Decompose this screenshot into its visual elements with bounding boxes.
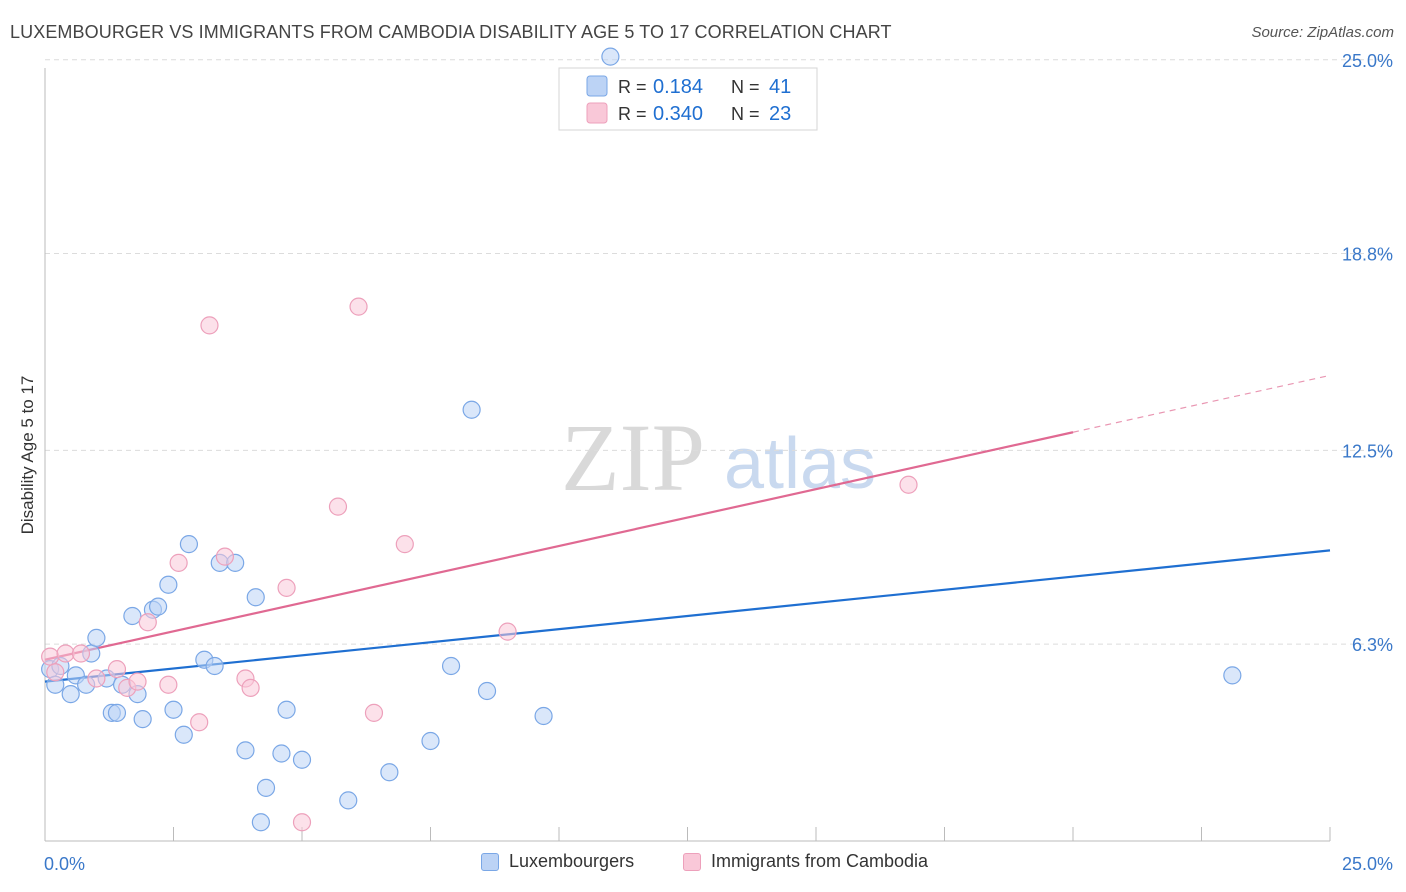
bottom-legend: Luxembourgers Immigrants from Cambodia bbox=[0, 851, 1406, 879]
trend-lines bbox=[44, 374, 1331, 683]
point-cambodia bbox=[899, 475, 918, 494]
legend-n-label: N = bbox=[731, 104, 760, 124]
point-cambodia bbox=[349, 297, 368, 316]
point-luxembourgers bbox=[87, 628, 106, 647]
legend-label-cambodia: Immigrants from Cambodia bbox=[711, 851, 929, 871]
point-cambodia bbox=[292, 813, 312, 832]
watermark: ZIP atlas bbox=[561, 404, 876, 511]
point-luxembourgers bbox=[61, 685, 80, 704]
point-cambodia bbox=[87, 669, 106, 688]
point-luxembourgers bbox=[421, 731, 440, 751]
y-tick-label: 6.3% bbox=[1352, 635, 1393, 655]
legend-n-value: 41 bbox=[769, 76, 791, 98]
point-luxembourgers bbox=[205, 656, 224, 676]
point-luxembourgers bbox=[441, 656, 461, 676]
point-cambodia bbox=[498, 622, 517, 641]
trend-line-cambodia bbox=[44, 431, 1074, 661]
point-cambodia bbox=[364, 703, 384, 722]
x-tick-label: 25.0% bbox=[1342, 854, 1393, 874]
trend-line-luxembourgers bbox=[44, 549, 1331, 683]
point-luxembourgers bbox=[236, 741, 255, 760]
point-luxembourgers bbox=[123, 606, 142, 626]
legend-swatch-cambodia bbox=[683, 852, 701, 871]
point-cambodia bbox=[277, 578, 296, 597]
point-luxembourgers bbox=[133, 710, 152, 729]
point-cambodia bbox=[128, 672, 147, 691]
point-cambodia bbox=[138, 613, 157, 632]
point-luxembourgers bbox=[159, 575, 178, 594]
point-luxembourgers bbox=[107, 703, 127, 722]
grid-lines bbox=[45, 59, 1395, 645]
point-luxembourgers bbox=[256, 778, 276, 797]
point-cambodia bbox=[328, 497, 348, 516]
y-tick-label: 12.5% bbox=[1342, 441, 1393, 461]
point-cambodia bbox=[107, 660, 127, 679]
point-luxembourgers bbox=[246, 588, 265, 607]
point-cambodia bbox=[395, 535, 414, 554]
legend-r-value: 0.340 bbox=[653, 103, 703, 125]
point-luxembourgers bbox=[534, 706, 553, 726]
point-luxembourgers bbox=[601, 47, 620, 66]
legend-r-label: R = bbox=[618, 77, 647, 97]
watermark-atlas: atlas bbox=[724, 424, 876, 504]
legend-swatch-luxembourgers bbox=[586, 75, 608, 97]
legend-box: R = 0.184 N = 41 R = 0.340 N = 23 bbox=[558, 67, 818, 131]
point-luxembourgers bbox=[277, 700, 296, 719]
point-luxembourgers bbox=[477, 681, 497, 701]
legend-item-cambodia: Immigrants from Cambodia bbox=[683, 851, 928, 872]
point-cambodia bbox=[56, 644, 75, 663]
point-cambodia bbox=[71, 644, 91, 663]
point-luxembourgers bbox=[164, 700, 183, 719]
point-cambodia bbox=[241, 678, 260, 697]
axes bbox=[44, 68, 1331, 842]
point-luxembourgers bbox=[462, 400, 481, 419]
legend-n-label: N = bbox=[731, 77, 760, 97]
y-tick-label: 25.0% bbox=[1342, 51, 1393, 71]
point-luxembourgers bbox=[179, 535, 199, 554]
point-cambodia bbox=[159, 675, 178, 694]
point-cambodia bbox=[200, 316, 219, 335]
point-luxembourgers bbox=[339, 791, 358, 810]
point-cambodia bbox=[41, 647, 60, 666]
data-points bbox=[41, 47, 1242, 832]
x-tick-label: 0.0% bbox=[44, 854, 85, 874]
watermark-zip: ZIP bbox=[561, 404, 705, 511]
point-luxembourgers bbox=[272, 744, 291, 763]
legend-swatch-cambodia bbox=[586, 102, 608, 124]
tick-labels: 6.3% 12.5% 18.8% 25.0% 0.0% 25.0% bbox=[44, 51, 1393, 874]
point-cambodia bbox=[190, 713, 209, 732]
point-luxembourgers bbox=[380, 763, 399, 782]
legend-r-label: R = bbox=[618, 104, 647, 124]
point-cambodia bbox=[215, 547, 234, 566]
point-cambodia bbox=[169, 553, 188, 572]
y-tick-label: 18.8% bbox=[1342, 245, 1393, 265]
source-label: Source: ZipAtlas.com bbox=[1251, 24, 1394, 41]
trend-line-cambodia-dashed bbox=[1072, 374, 1331, 433]
legend-item-luxembourgers: Luxembourgers bbox=[481, 851, 634, 872]
legend-r-value: 0.184 bbox=[653, 76, 703, 98]
point-luxembourgers bbox=[174, 725, 193, 744]
legend-n-value: 23 bbox=[769, 103, 791, 125]
point-luxembourgers bbox=[251, 813, 270, 832]
point-luxembourgers bbox=[148, 597, 168, 616]
point-luxembourgers bbox=[1223, 666, 1242, 685]
legend-swatch-luxembourgers bbox=[481, 852, 499, 871]
legend-label-luxembourgers: Luxembourgers bbox=[509, 851, 635, 871]
point-luxembourgers bbox=[292, 750, 312, 769]
point-cambodia bbox=[46, 663, 65, 682]
chart-title: LUXEMBOURGER VS IMMIGRANTS FROM CAMBODIA… bbox=[10, 22, 892, 42]
